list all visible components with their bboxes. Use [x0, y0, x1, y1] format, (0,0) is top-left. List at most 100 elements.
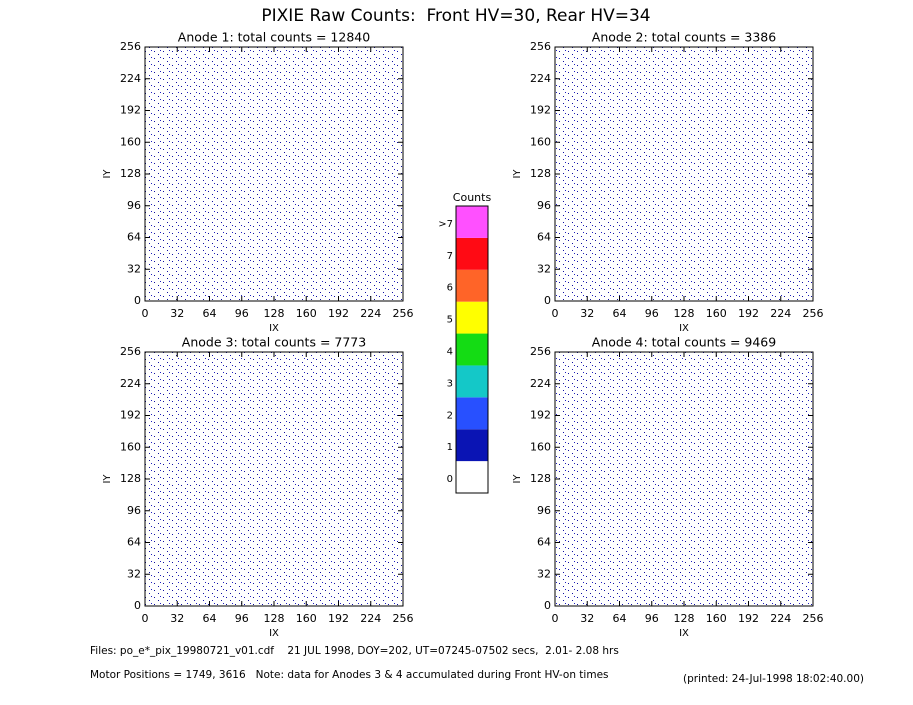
- y-tick-label: 256: [120, 40, 141, 53]
- y-tick-label: 192: [120, 104, 141, 117]
- y-tick-label: 64: [537, 231, 551, 244]
- y-axis-label: IY: [512, 169, 523, 179]
- x-tick-label: 256: [803, 307, 824, 320]
- panel-title: Anode 4: total counts = 9469: [592, 335, 776, 350]
- plot-area: [555, 47, 813, 301]
- x-tick-label: 128: [264, 612, 285, 625]
- footer-printed: (printed: 24-Jul-1998 18:02:40.00): [683, 673, 864, 685]
- colorbar-label: 4: [447, 347, 453, 358]
- y-tick-label: 0: [544, 294, 551, 307]
- plot-area: [555, 352, 813, 606]
- x-tick-label: 256: [393, 612, 414, 625]
- y-tick-label: 256: [530, 345, 551, 358]
- x-tick-label: 160: [296, 612, 317, 625]
- colorbar-label: 0: [447, 474, 453, 485]
- y-tick-label: 192: [530, 409, 551, 422]
- y-tick-label: 32: [127, 262, 141, 275]
- x-axis-label: IX: [269, 323, 279, 334]
- y-tick-label: 0: [544, 599, 551, 612]
- y-tick-label: 96: [127, 199, 141, 212]
- x-tick-label: 64: [203, 307, 217, 320]
- plot-area: [145, 352, 403, 606]
- footer-files: Files: po_e*_pix_19980721_v01.cdf 21 JUL…: [90, 645, 619, 657]
- x-tick-label: 32: [170, 612, 184, 625]
- main-title: PIXIE Raw Counts: Front HV=30, Rear HV=3…: [261, 6, 650, 26]
- colorbar-title: Counts: [453, 191, 492, 204]
- x-tick-label: 32: [170, 307, 184, 320]
- x-tick-label: 0: [142, 612, 149, 625]
- x-tick-label: 32: [580, 307, 594, 320]
- colorbar-cell: [456, 206, 488, 238]
- colorbar-label: 2: [447, 410, 453, 421]
- x-tick-label: 224: [360, 307, 381, 320]
- y-tick-label: 160: [120, 440, 141, 453]
- x-tick-label: 160: [706, 307, 727, 320]
- x-tick-label: 64: [613, 612, 627, 625]
- y-tick-label: 224: [120, 377, 141, 390]
- y-tick-label: 96: [537, 504, 551, 517]
- colorbar-cell: [456, 237, 488, 270]
- y-tick-label: 256: [530, 40, 551, 53]
- y-tick-label: 224: [530, 72, 551, 85]
- colorbar-label: >7: [438, 219, 453, 230]
- colorbar-label: 1: [447, 442, 453, 453]
- y-tick-label: 32: [537, 567, 551, 580]
- x-tick-label: 224: [770, 612, 791, 625]
- x-tick-label: 32: [580, 612, 594, 625]
- x-tick-label: 64: [203, 612, 217, 625]
- y-tick-label: 224: [120, 72, 141, 85]
- y-axis-label: IY: [102, 169, 113, 179]
- y-tick-label: 64: [127, 231, 141, 244]
- plot-area: [145, 47, 403, 301]
- x-axis-label: IX: [269, 628, 279, 639]
- colorbar-cell: [456, 461, 488, 493]
- y-tick-label: 128: [530, 167, 551, 180]
- y-tick-label: 96: [537, 199, 551, 212]
- x-axis-label: IX: [679, 628, 689, 639]
- y-tick-label: 160: [120, 135, 141, 148]
- footer-motor: Motor Positions = 1749, 3616 Note: data …: [90, 669, 609, 681]
- y-tick-label: 64: [127, 536, 141, 549]
- colorbar-label: 5: [447, 315, 453, 326]
- y-tick-label: 128: [120, 167, 141, 180]
- y-tick-label: 192: [530, 104, 551, 117]
- y-tick-label: 96: [127, 504, 141, 517]
- colorbar-cell: [456, 397, 488, 430]
- x-tick-label: 96: [235, 612, 249, 625]
- colorbar-label: 6: [447, 283, 453, 294]
- x-tick-label: 64: [613, 307, 627, 320]
- colorbar-frame: [455, 205, 489, 494]
- y-axis-label: IY: [102, 474, 113, 484]
- y-tick-label: 32: [537, 262, 551, 275]
- x-tick-label: 0: [552, 307, 559, 320]
- y-axis-label: IY: [512, 474, 523, 484]
- colorbar-cell: [456, 429, 488, 462]
- y-tick-label: 0: [134, 294, 141, 307]
- x-tick-label: 256: [803, 612, 824, 625]
- x-tick-label: 192: [328, 612, 349, 625]
- y-tick-label: 160: [530, 135, 551, 148]
- panel-title: Anode 2: total counts = 3386: [592, 30, 776, 45]
- x-tick-label: 192: [328, 307, 349, 320]
- colorbar-cell: [456, 365, 488, 398]
- y-tick-label: 224: [530, 377, 551, 390]
- y-tick-label: 256: [120, 345, 141, 358]
- x-tick-label: 96: [235, 307, 249, 320]
- y-tick-label: 64: [537, 536, 551, 549]
- x-tick-label: 224: [360, 612, 381, 625]
- colorbar-label: 3: [447, 378, 453, 389]
- x-tick-label: 0: [142, 307, 149, 320]
- colorbar-cell: [456, 333, 488, 366]
- y-tick-label: 128: [120, 472, 141, 485]
- y-tick-label: 32: [127, 567, 141, 580]
- y-tick-label: 128: [530, 472, 551, 485]
- x-tick-label: 192: [738, 612, 759, 625]
- x-tick-label: 128: [674, 612, 695, 625]
- x-tick-label: 128: [674, 307, 695, 320]
- x-tick-label: 192: [738, 307, 759, 320]
- y-tick-label: 160: [530, 440, 551, 453]
- x-tick-label: 160: [296, 307, 317, 320]
- y-tick-label: 192: [120, 409, 141, 422]
- x-tick-label: 96: [645, 307, 659, 320]
- panel-title: Anode 1: total counts = 12840: [178, 30, 370, 45]
